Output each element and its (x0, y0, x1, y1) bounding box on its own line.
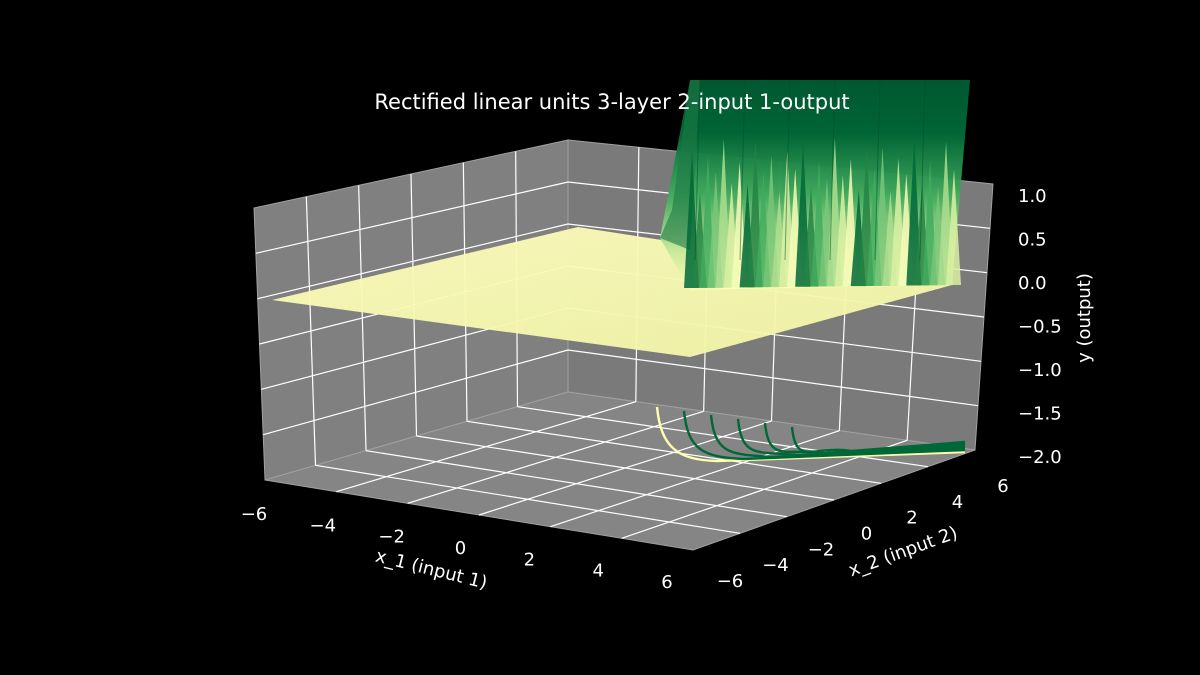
z-tick-label: −2.0 (1018, 447, 1062, 468)
contour-line (682, 410, 966, 461)
contour-line (763, 422, 966, 455)
surface-rising-region (660, 79, 970, 290)
back-pane-gridline (567, 349, 979, 407)
z-tick-label: −1.0 (1018, 360, 1062, 381)
chart-title: Rectified linear units 3-layer 2-input 1… (374, 90, 849, 114)
y-tick-label: −6 (717, 571, 744, 592)
y-tick-label: 0 (861, 524, 872, 545)
left-pane-gridline (263, 349, 569, 436)
z-tick-label: −0.5 (1018, 317, 1062, 338)
y-axis-ticks: −6 −4 −2 0 2 4 6 (717, 476, 1009, 592)
floor-contour-lines (655, 406, 966, 463)
z-tick-label: 0.5 (1018, 230, 1047, 251)
z-axis-ticks: 1.0 0.5 0.0 −0.5 −1.0 −1.5 −2.0 (1018, 186, 1062, 468)
y-tick-label: 6 (997, 476, 1008, 497)
z-tick-label: 1.0 (1018, 186, 1047, 207)
x-axis-ticks: −6 −4 −2 0 2 4 6 (241, 504, 673, 593)
x-tick-label: 6 (661, 572, 672, 593)
y-tick-label: −2 (808, 539, 835, 560)
y-tick-label: 2 (906, 508, 917, 529)
y-tick-label: 4 (952, 492, 963, 513)
z-tick-label: −1.5 (1018, 404, 1062, 425)
contour-line (790, 426, 966, 453)
z-axis-label: y (output) (1074, 273, 1095, 363)
y-tick-label: −4 (762, 555, 789, 576)
contour-line (655, 406, 966, 463)
x-tick-label: −4 (310, 515, 337, 536)
x-tick-label: −6 (241, 504, 268, 525)
contour-line (709, 414, 966, 459)
x-axis-label: x_1 (input 1) (373, 546, 489, 594)
surface-spikes (684, 79, 961, 288)
x-tick-label: −2 (378, 527, 405, 548)
x-tick-label: 0 (455, 538, 466, 559)
z-tick-label: 0.0 (1018, 273, 1047, 294)
x-tick-label: 2 (524, 549, 535, 570)
x-tick-label: 4 (592, 561, 603, 582)
contour-line (736, 418, 966, 457)
